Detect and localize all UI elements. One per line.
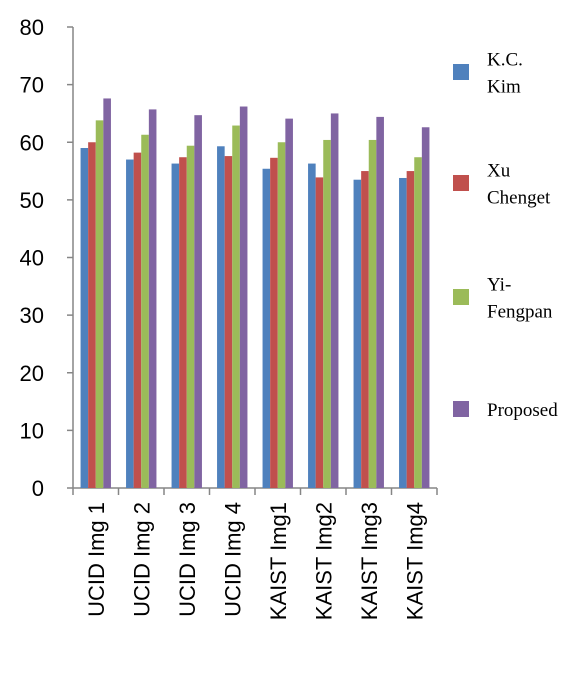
y-tick-label: 30 — [20, 303, 44, 328]
bar — [179, 157, 187, 489]
x-tick-label: UCID Img 2 — [129, 502, 154, 617]
x-tick-label: KAIST Img2 — [311, 502, 336, 620]
legend-swatch — [453, 401, 469, 417]
bar — [376, 116, 384, 489]
bar — [353, 179, 362, 489]
bar — [194, 115, 202, 488]
legend-label: K.C. — [487, 50, 523, 71]
y-tick-label: 80 — [20, 15, 44, 40]
bar — [126, 159, 134, 488]
legend-label: Fengpan — [487, 302, 553, 323]
legend-swatch — [453, 289, 469, 305]
legend-label: Yi- — [487, 275, 511, 296]
bar — [262, 168, 271, 488]
bar — [80, 148, 89, 488]
bar — [95, 120, 104, 488]
bar — [103, 98, 111, 488]
legend-swatch — [453, 175, 469, 191]
y-tick-label: 70 — [20, 73, 44, 98]
y-tick-label: 50 — [20, 188, 44, 213]
bar — [421, 127, 430, 488]
y-tick-label: 40 — [20, 246, 44, 271]
bar — [368, 139, 377, 488]
bar — [171, 163, 180, 489]
bar — [239, 106, 248, 489]
bar — [148, 109, 157, 488]
bar — [285, 118, 293, 488]
legend-label: Xu — [487, 161, 511, 182]
bar — [217, 146, 225, 488]
x-tick-label: UCID Img 1 — [84, 502, 109, 617]
bar — [141, 134, 149, 489]
bar — [270, 157, 278, 488]
x-tick-label: KAIST Img1 — [266, 502, 291, 620]
y-tick-label: 20 — [20, 361, 44, 386]
legend-label: Proposed — [487, 400, 558, 421]
bar — [186, 145, 195, 488]
x-tick-label: UCID Img 4 — [220, 502, 245, 617]
bar — [277, 142, 286, 488]
bar — [133, 152, 142, 488]
legend-label: Kim — [487, 77, 521, 98]
bar — [308, 163, 316, 489]
bar — [399, 177, 407, 489]
bar — [315, 177, 324, 488]
bar — [414, 157, 422, 489]
x-tick-label: KAIST Img4 — [402, 502, 427, 620]
bar — [330, 113, 339, 488]
bar — [88, 142, 96, 488]
bar — [361, 171, 369, 488]
legend-label: Chenget — [487, 188, 551, 209]
y-tick-label: 0 — [32, 476, 44, 501]
bar — [323, 139, 331, 488]
bar — [224, 156, 233, 488]
bar — [406, 171, 415, 488]
legend-swatch — [453, 64, 469, 80]
y-tick-label: 10 — [20, 418, 44, 443]
bar — [232, 125, 240, 488]
y-tick-label: 60 — [20, 130, 44, 155]
x-tick-label: KAIST Img3 — [357, 502, 382, 620]
x-tick-label: UCID Img 3 — [175, 502, 200, 617]
